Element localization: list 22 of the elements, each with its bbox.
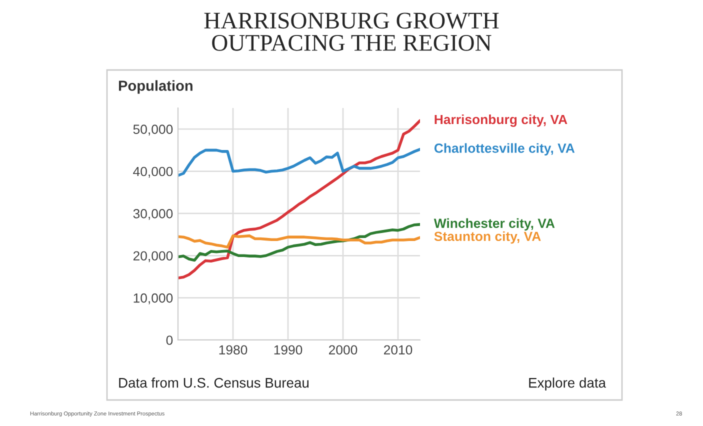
y-tick-label: 40,000 xyxy=(133,166,173,178)
text: Data from U.S. Census Bureau xyxy=(119,378,309,388)
x-tick-label: 2000 xyxy=(328,345,358,355)
series-label: Winchester city, VA xyxy=(434,218,555,231)
line-series xyxy=(178,148,420,177)
y-tick-label: 50,000 xyxy=(133,124,173,136)
chart-title: HARRISONBURG GROWTH OUTPACING THE REGION xyxy=(204,12,499,51)
y-axis-title: Population xyxy=(118,80,192,94)
series-label: Staunton city, VA xyxy=(434,231,541,244)
y-tick-label: 10,000 xyxy=(134,293,173,304)
series-label: Charlottesville city, VA xyxy=(434,143,575,156)
line-series xyxy=(178,223,420,262)
x-tick-label: 1990 xyxy=(274,345,302,355)
series-label: Harrisonburg city, VA xyxy=(434,114,568,127)
x-tick-label: 1980 xyxy=(219,345,248,355)
y-tick-label: 30,000 xyxy=(133,209,173,220)
text: Explore data xyxy=(529,378,606,390)
y-tick-label: 0 xyxy=(166,336,173,345)
y-tick-label: 20,000 xyxy=(133,251,173,262)
x-tick-label: 2010 xyxy=(384,345,412,355)
line-series xyxy=(178,234,420,249)
line-series xyxy=(178,119,420,280)
